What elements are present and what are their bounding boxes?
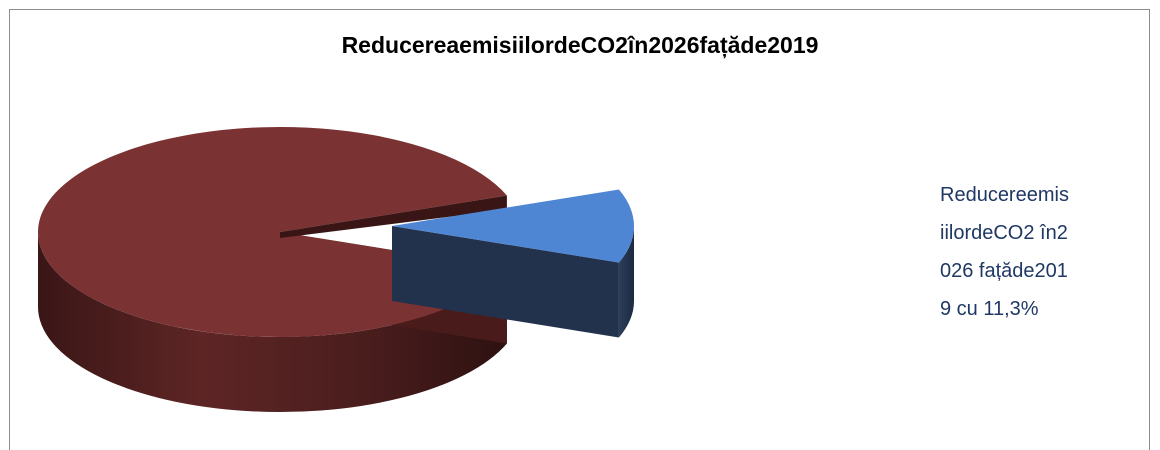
slice-inner-edge xyxy=(280,195,507,238)
slice-side-wall xyxy=(38,232,507,412)
small-slice-cut-face xyxy=(392,226,619,338)
small-slice-side-wall xyxy=(618,226,634,338)
pie-slices xyxy=(37,127,634,412)
pie-slice-large xyxy=(37,127,507,337)
pie-slice-small xyxy=(392,189,634,263)
data-label-annotation: ReducereemisiilordeCO2 în2026 fațăde2019… xyxy=(940,184,1069,320)
chart-title: ReducereaemisiilordeCO2în2026fațăde2019 xyxy=(341,32,819,58)
